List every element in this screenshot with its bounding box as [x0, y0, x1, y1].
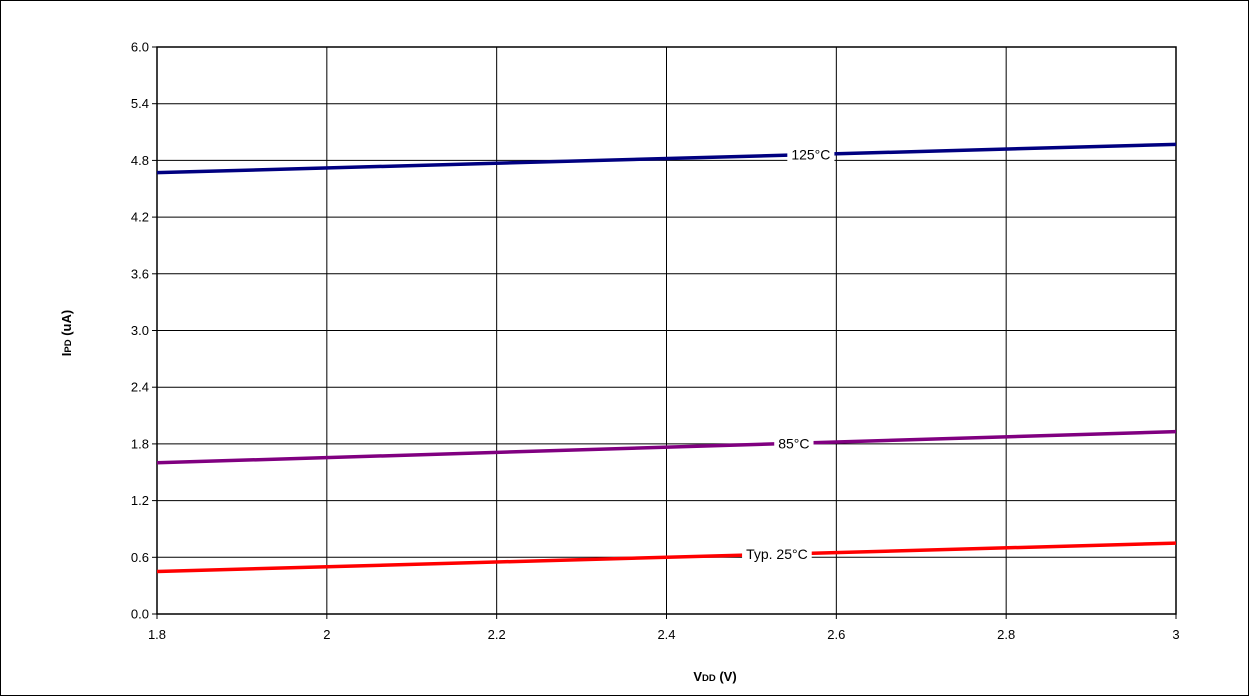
y-axis-title: IPD (uA): [59, 310, 74, 356]
y-tick-label: 0.0: [131, 607, 149, 622]
x-tick-label: 2.4: [657, 627, 675, 642]
y-tick-label: 1.2: [131, 493, 149, 508]
series-label-bg: [742, 545, 812, 564]
y-axis-title-main: I: [59, 353, 74, 357]
series-line: [156, 429, 1177, 465]
x-axis-title-sub: DD: [702, 673, 716, 684]
x-axis-title: VDD (V): [693, 669, 736, 684]
y-axis-title-sub: PD: [63, 339, 74, 352]
x-tick-label: 2.6: [827, 627, 845, 642]
y-tick-label: 0.6: [131, 550, 149, 565]
series-lines: [156, 142, 1177, 574]
y-tick-label: 4.2: [131, 210, 149, 225]
y-tick-label: 1.8: [131, 436, 149, 451]
x-tick-labels: 1.8 2 2.2 2.4 2.6 2.8 3: [148, 627, 1180, 642]
y-tick-label: 2.4: [131, 380, 149, 395]
axis-ticks: [152, 46, 1177, 619]
y-axis-title-rest: (uA): [59, 310, 74, 340]
x-tick-label: 2: [323, 627, 330, 642]
x-tick-label: 2.2: [488, 627, 506, 642]
y-tick-label: 3.6: [131, 266, 149, 281]
y-tick-label: 4.8: [131, 153, 149, 168]
series-label: 85°C: [778, 435, 809, 451]
series-line: [156, 142, 1177, 175]
series-label: 125°C: [791, 146, 830, 162]
y-tick-label: 5.4: [131, 96, 149, 111]
x-axis-title-main: V: [693, 669, 702, 684]
x-tick-label: 2.8: [997, 627, 1015, 642]
y-tick-labels: 0.0 0.6 1.2 1.8 2.4 3.0 3.6 4.2 4.8 5.4 6.0: [131, 40, 149, 622]
series-label-bg: [787, 145, 835, 164]
series-line: [156, 541, 1177, 574]
x-tick-label: 1.8: [148, 627, 166, 642]
y-tick-label: 3.0: [131, 323, 149, 338]
y-tick-label: 6.0: [131, 40, 149, 55]
series-labels: 125°C 85°C Typ. 25°C: [742, 145, 835, 564]
series-label-bg: [774, 434, 814, 453]
x-axis-title-rest: (V): [716, 669, 737, 684]
grid-lines: [156, 46, 1177, 615]
x-tick-label: 3: [1172, 627, 1179, 642]
series-label: Typ. 25°C: [746, 546, 808, 562]
